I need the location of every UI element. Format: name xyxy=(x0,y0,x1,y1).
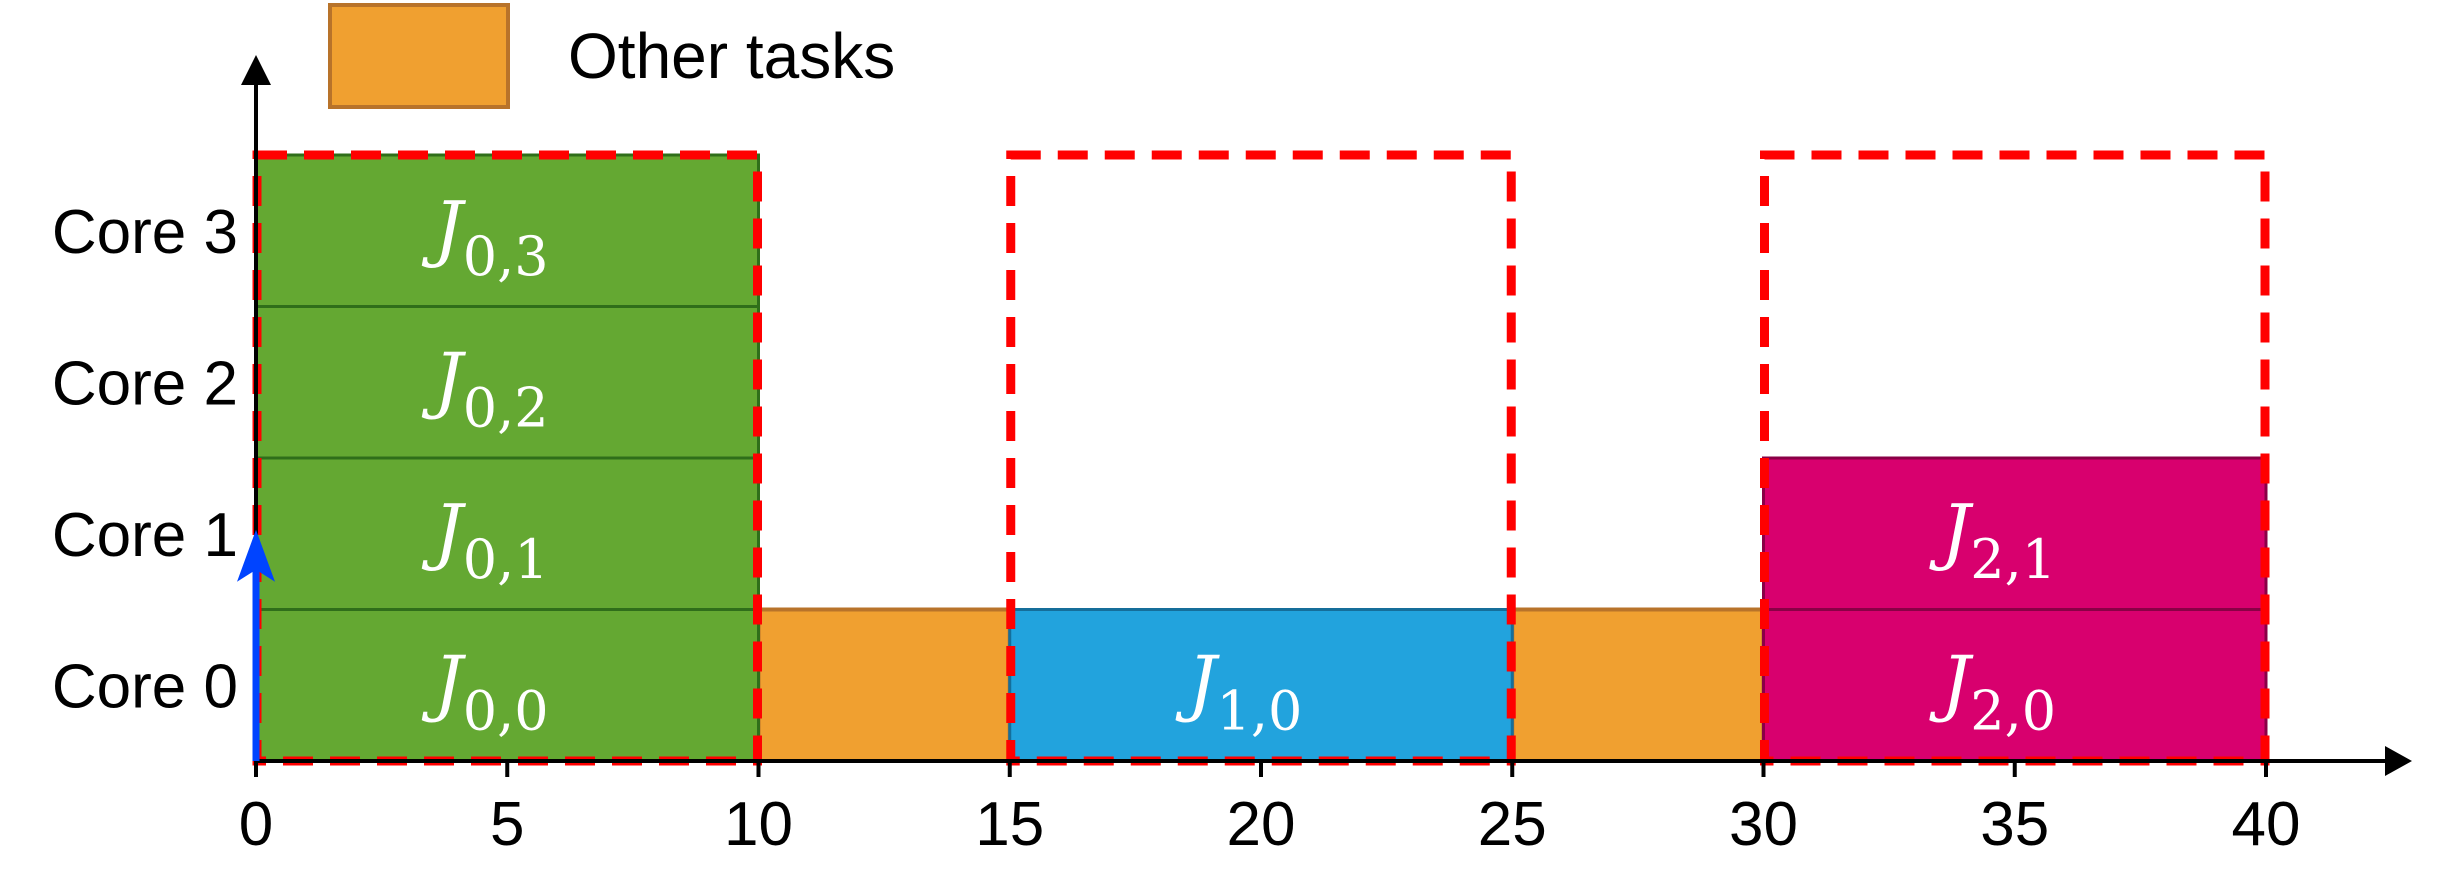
x-ticks: 0 5 10 15 20 25 30 35 40 xyxy=(239,761,2301,859)
x-tick-label-0: 0 xyxy=(239,790,273,859)
reservation-window-1 xyxy=(1006,150,1516,766)
job-block-2-1 xyxy=(1762,456,2268,611)
y-label-core-3: Core 3 xyxy=(52,198,238,267)
x-tick-label-40: 40 xyxy=(2232,790,2301,859)
legend-swatch-other-tasks xyxy=(328,3,510,109)
other-task-block-0 xyxy=(756,607,1012,763)
x-axis-arrowhead xyxy=(2385,746,2412,776)
job-block-0-3 xyxy=(254,153,760,308)
x-tick-label-15: 15 xyxy=(975,790,1044,859)
y-labels: Core 0 Core 1 Core 2 Core 3 xyxy=(52,198,238,722)
release-arrow xyxy=(237,529,275,761)
job-label-0-2: J0,2 xyxy=(421,337,549,439)
x-tick-label-30: 30 xyxy=(1729,790,1798,859)
job-label-2-1: J2,1 xyxy=(1928,489,2056,591)
job-block-2-0 xyxy=(1762,608,2268,763)
x-tick-label-20: 20 xyxy=(1227,790,1296,859)
other-task-block-1 xyxy=(1510,607,1766,763)
release-arrow-head xyxy=(237,529,275,582)
x-tick-label-25: 25 xyxy=(1478,790,1547,859)
legend: Other tasks xyxy=(328,3,895,109)
x-tick-label-5: 5 xyxy=(490,790,524,859)
job-block-0-0 xyxy=(254,608,760,763)
y-label-core-0: Core 0 xyxy=(52,652,238,721)
y-label-core-1: Core 1 xyxy=(52,501,238,570)
task-blocks: J0,0J0,1J0,2J0,3J1,0 J2,0J2,1 xyxy=(254,153,2268,763)
reservation-window-2 xyxy=(1760,150,2270,766)
y-axis-arrowhead xyxy=(241,55,271,85)
job-block-1-0 xyxy=(1008,608,1514,763)
x-tick-label-10: 10 xyxy=(724,790,793,859)
legend-label-other-tasks: Other tasks xyxy=(568,20,895,92)
x-tick-label-35: 35 xyxy=(1980,790,2049,859)
y-label-core-2: Core 2 xyxy=(52,349,238,418)
job-label-0-3: J0,3 xyxy=(421,186,549,288)
